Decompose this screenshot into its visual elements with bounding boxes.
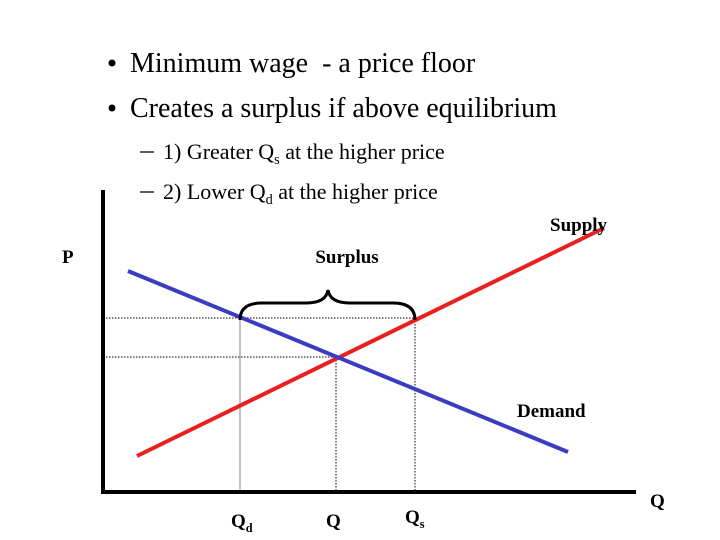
sub-bullet-text: 1) Greater Q	[163, 139, 274, 164]
bullet-dot	[108, 104, 116, 112]
surplus-brace	[238, 289, 417, 321]
x-marker: Q	[326, 511, 341, 532]
subscript: d	[246, 521, 253, 535]
supply-label: Supply	[550, 215, 608, 236]
bullet: Minimum wage - a price floor	[130, 48, 476, 79]
supply-line	[136, 226, 605, 458]
sub-bullet-text: 2) Lower Q	[163, 179, 266, 204]
bullet: Creates a surplus if above equilibrium	[130, 93, 557, 124]
x-axis-label: Q	[650, 491, 665, 512]
demand-label: Demand	[517, 401, 586, 422]
subscript: d	[266, 192, 273, 208]
demand-line	[127, 269, 569, 454]
sub-bullet-text: at the higher price	[273, 179, 438, 204]
x-marker-text: Q	[231, 511, 246, 532]
sub-bullet: 1) Greater Qs at the higher price	[163, 139, 445, 168]
surplus-label: Surplus	[315, 247, 378, 268]
sub-bullet-text: at the higher price	[280, 139, 445, 164]
x-marker: Qd	[231, 511, 253, 535]
subscript: s	[274, 152, 280, 168]
subscript: s	[420, 517, 425, 531]
y-axis-label: P	[62, 247, 74, 268]
x-marker-text: Q	[405, 507, 420, 528]
x-marker-text: Q	[326, 511, 341, 532]
bullet-dot	[108, 59, 116, 67]
sub-bullet: 2) Lower Qd at the higher price	[163, 179, 438, 208]
x-marker: Qs	[405, 507, 425, 531]
